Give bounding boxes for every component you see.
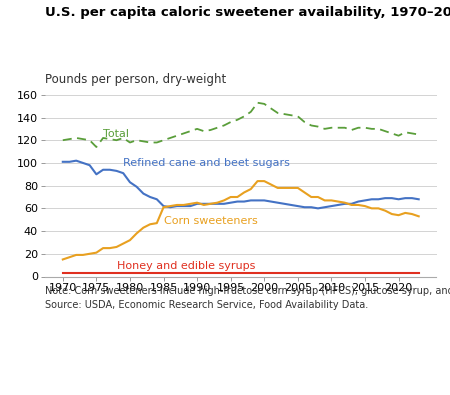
Text: Note: Corn sweeteners include high-fructose corn syrup (HFCS), glucose syrup, an: Note: Corn sweeteners include high-fruct… — [45, 286, 450, 310]
Text: Honey and edible syrups: Honey and edible syrups — [117, 261, 255, 271]
Text: Refined cane and beet sugars: Refined cane and beet sugars — [123, 158, 290, 168]
Text: Pounds per person, dry-weight: Pounds per person, dry-weight — [45, 73, 226, 86]
Text: Corn sweeteners: Corn sweeteners — [163, 216, 257, 226]
Text: U.S. per capita caloric sweetener availability, 1970–2023: U.S. per capita caloric sweetener availa… — [45, 6, 450, 19]
Text: Total: Total — [103, 129, 129, 139]
